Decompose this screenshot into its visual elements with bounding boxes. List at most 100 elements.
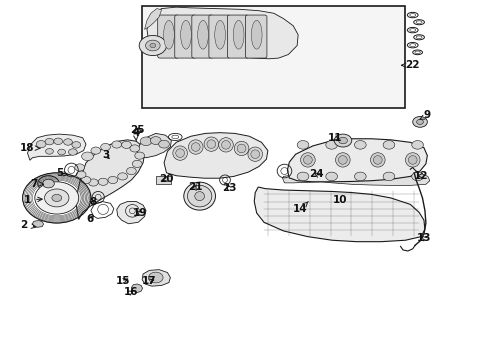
Ellipse shape	[370, 153, 385, 167]
Text: 6: 6	[86, 215, 93, 224]
FancyBboxPatch shape	[191, 15, 213, 58]
Text: 9: 9	[419, 111, 430, 121]
Circle shape	[81, 152, 93, 161]
Circle shape	[52, 194, 61, 202]
Circle shape	[411, 140, 423, 149]
Polygon shape	[76, 140, 144, 220]
Circle shape	[325, 140, 337, 149]
Ellipse shape	[247, 147, 262, 161]
Circle shape	[101, 143, 110, 150]
Ellipse shape	[197, 21, 208, 49]
Circle shape	[126, 167, 136, 175]
Polygon shape	[137, 134, 171, 158]
Polygon shape	[117, 202, 146, 224]
Ellipse shape	[218, 138, 233, 152]
Circle shape	[118, 173, 127, 180]
Text: 2: 2	[20, 220, 36, 230]
Text: 7: 7	[30, 179, 43, 189]
Polygon shape	[254, 187, 424, 242]
Text: 3: 3	[102, 150, 109, 160]
Circle shape	[297, 172, 308, 181]
Text: 19: 19	[132, 208, 146, 218]
Ellipse shape	[214, 21, 225, 49]
Circle shape	[354, 172, 366, 181]
Ellipse shape	[175, 149, 184, 157]
Polygon shape	[287, 139, 427, 182]
Ellipse shape	[183, 182, 215, 210]
Circle shape	[58, 149, 65, 155]
Ellipse shape	[233, 21, 244, 49]
Circle shape	[91, 147, 101, 154]
Text: 4: 4	[132, 129, 139, 141]
Ellipse shape	[407, 156, 416, 164]
Circle shape	[36, 140, 46, 148]
Ellipse shape	[405, 153, 419, 167]
Circle shape	[54, 138, 62, 144]
FancyBboxPatch shape	[227, 15, 248, 58]
Circle shape	[158, 140, 169, 148]
Ellipse shape	[203, 137, 218, 151]
Circle shape	[150, 43, 156, 48]
Bar	[142, 6, 405, 108]
Text: 20: 20	[159, 174, 173, 184]
Circle shape	[38, 176, 59, 192]
Circle shape	[45, 138, 54, 145]
Circle shape	[81, 176, 91, 184]
Circle shape	[98, 178, 108, 185]
Polygon shape	[144, 9, 161, 30]
Circle shape	[354, 140, 366, 149]
Circle shape	[122, 141, 131, 148]
Ellipse shape	[237, 144, 245, 153]
Polygon shape	[131, 284, 142, 293]
Ellipse shape	[180, 21, 191, 49]
Text: 15: 15	[115, 276, 130, 286]
Text: 25: 25	[130, 125, 144, 135]
Circle shape	[42, 179, 54, 188]
Circle shape	[130, 145, 140, 152]
Circle shape	[412, 117, 427, 127]
Polygon shape	[163, 133, 267, 178]
Circle shape	[148, 272, 163, 283]
Circle shape	[382, 172, 394, 181]
Text: 8: 8	[89, 197, 96, 207]
Ellipse shape	[221, 140, 230, 149]
Text: 24: 24	[309, 169, 324, 179]
Polygon shape	[147, 7, 298, 59]
Ellipse shape	[172, 146, 187, 160]
Circle shape	[75, 164, 84, 171]
Circle shape	[44, 189, 69, 207]
Text: 16: 16	[124, 287, 138, 297]
Ellipse shape	[335, 153, 349, 167]
Circle shape	[63, 139, 72, 145]
Circle shape	[108, 176, 118, 184]
Text: 1: 1	[24, 195, 42, 205]
Text: 21: 21	[187, 182, 202, 192]
Circle shape	[338, 137, 346, 144]
Ellipse shape	[251, 21, 262, 49]
Circle shape	[325, 172, 337, 181]
Ellipse shape	[163, 21, 174, 49]
Ellipse shape	[300, 153, 315, 167]
Circle shape	[76, 171, 86, 178]
Text: 10: 10	[332, 195, 346, 205]
Circle shape	[297, 140, 308, 149]
Circle shape	[45, 148, 53, 154]
Circle shape	[139, 36, 166, 55]
Text: 14: 14	[292, 202, 307, 215]
Circle shape	[112, 141, 122, 148]
Text: 11: 11	[327, 133, 341, 143]
Ellipse shape	[373, 156, 382, 164]
Circle shape	[145, 40, 160, 51]
Ellipse shape	[234, 141, 248, 156]
Circle shape	[140, 137, 152, 145]
Text: 22: 22	[401, 60, 419, 70]
Circle shape	[88, 179, 98, 186]
Circle shape	[416, 120, 423, 125]
Polygon shape	[32, 221, 43, 227]
Ellipse shape	[303, 156, 312, 164]
Text: 18: 18	[20, 143, 41, 153]
Ellipse shape	[194, 192, 204, 201]
Ellipse shape	[187, 185, 211, 207]
Circle shape	[411, 172, 423, 181]
FancyBboxPatch shape	[174, 15, 196, 58]
